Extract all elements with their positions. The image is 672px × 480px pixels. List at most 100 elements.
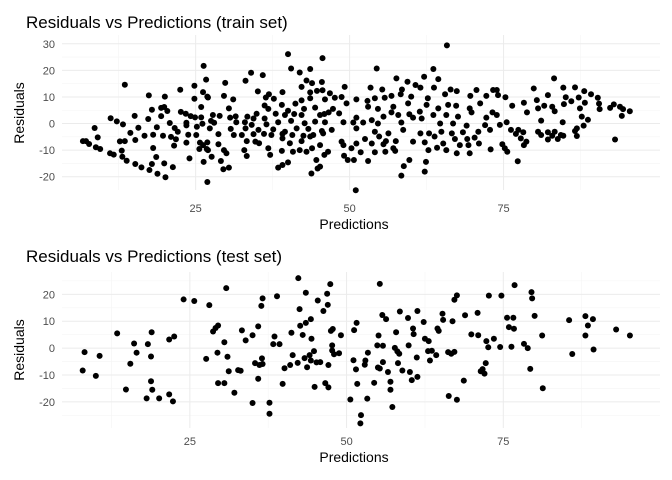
data-point	[148, 353, 155, 360]
data-point	[92, 372, 99, 379]
data-point	[225, 368, 232, 375]
data-point	[276, 341, 283, 348]
data-point	[288, 65, 295, 72]
data-point	[477, 100, 484, 107]
data-point	[191, 298, 198, 305]
data-point	[559, 119, 566, 126]
data-point	[250, 115, 257, 122]
data-point	[107, 115, 114, 122]
data-point	[453, 396, 460, 403]
data-point	[148, 160, 155, 167]
data-point	[253, 110, 260, 117]
data-point	[388, 109, 395, 116]
data-point	[148, 378, 155, 385]
data-point	[301, 355, 308, 362]
data-point	[568, 98, 575, 105]
data-point	[298, 112, 305, 119]
data-point	[191, 95, 198, 102]
data-point	[343, 100, 350, 107]
data-point	[560, 84, 567, 91]
data-point	[279, 130, 286, 137]
data-point	[122, 386, 129, 393]
data-point	[299, 331, 306, 338]
data-point	[259, 360, 266, 367]
data-point	[510, 314, 517, 321]
data-point	[232, 113, 239, 120]
data-point	[204, 94, 211, 101]
data-point	[524, 345, 531, 352]
data-point	[242, 77, 249, 84]
data-point	[483, 114, 490, 121]
test-panel: Residuals vs Predictions (test set) -20-…	[11, 247, 660, 465]
data-point	[271, 333, 278, 340]
data-point	[396, 350, 403, 357]
data-point	[311, 383, 318, 390]
data-point	[337, 332, 344, 339]
data-point	[434, 144, 441, 151]
data-point	[154, 170, 161, 177]
data-point	[263, 121, 270, 128]
data-point	[121, 138, 128, 145]
data-point	[426, 130, 433, 137]
data-point	[430, 112, 437, 119]
data-point	[144, 341, 151, 348]
data-point	[248, 121, 255, 128]
test-y-tick-labels: -20 -10 0 10 20	[39, 289, 55, 409]
data-point	[371, 128, 378, 135]
data-point	[460, 377, 467, 384]
data-point	[357, 420, 364, 427]
data-point	[489, 109, 496, 116]
data-point	[430, 66, 437, 73]
data-point	[385, 130, 392, 137]
data-point	[171, 142, 178, 149]
data-point	[620, 106, 627, 113]
data-point	[417, 84, 424, 91]
data-point	[183, 139, 190, 146]
data-point	[313, 87, 320, 94]
data-point	[569, 351, 576, 358]
data-point	[572, 84, 579, 91]
data-point	[336, 110, 343, 117]
data-point	[233, 119, 240, 126]
data-point	[581, 88, 588, 95]
data-point	[544, 129, 551, 136]
data-point	[365, 103, 372, 110]
data-point	[225, 164, 232, 171]
data-point	[206, 302, 213, 309]
data-point	[307, 316, 314, 323]
x-tick-label: 50	[340, 436, 352, 448]
data-point	[168, 133, 175, 140]
data-point	[410, 325, 417, 332]
data-point	[626, 108, 633, 115]
data-point	[216, 112, 223, 119]
data-point	[443, 42, 450, 49]
data-point	[319, 87, 326, 94]
data-point	[279, 89, 286, 96]
data-point	[447, 86, 454, 93]
data-point	[169, 164, 176, 171]
data-point	[520, 129, 527, 136]
data-point	[371, 149, 378, 156]
data-point	[204, 179, 211, 186]
data-point	[328, 126, 335, 133]
train-y-axis-title: Residuals	[11, 82, 27, 143]
y-tick-label: 0	[49, 343, 55, 355]
data-point	[254, 88, 261, 95]
data-point	[438, 128, 445, 135]
data-point	[575, 94, 582, 101]
data-point	[439, 310, 446, 317]
data-point	[395, 112, 402, 119]
data-point	[473, 87, 480, 94]
data-point	[285, 51, 292, 58]
data-point	[305, 125, 312, 132]
data-point	[482, 360, 489, 367]
data-point	[448, 130, 455, 137]
data-point	[589, 316, 596, 323]
data-point	[423, 101, 430, 108]
data-point	[468, 109, 475, 116]
data-point	[227, 125, 234, 132]
data-point	[329, 105, 336, 112]
y-tick-label: -10	[39, 370, 55, 382]
data-point	[388, 92, 395, 99]
data-point	[351, 327, 358, 334]
